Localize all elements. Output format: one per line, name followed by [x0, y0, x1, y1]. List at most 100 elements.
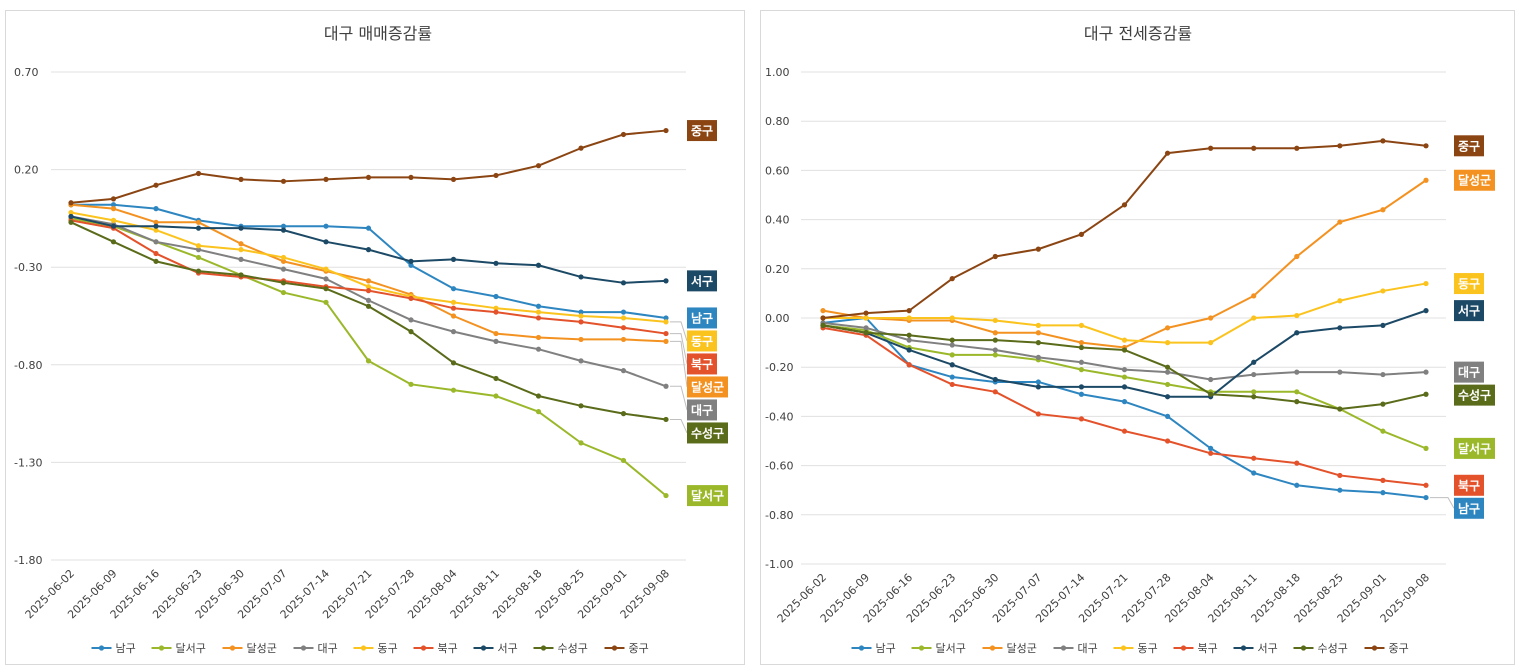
series-end-tag	[687, 307, 717, 329]
data-point	[1164, 340, 1171, 346]
chart-panel-jeonse: 대구 전세증감률 1.00 0.80 0.60 0.40 0.20 0.00 -0.20 -0.…	[760, 10, 1515, 665]
data-point	[535, 334, 542, 341]
data-point	[992, 337, 998, 343]
data-point	[408, 258, 414, 264]
data-point	[1035, 384, 1041, 390]
data-point	[578, 440, 584, 446]
data-point	[1035, 354, 1041, 360]
series-end-tag	[1454, 497, 1484, 519]
data-point	[1380, 138, 1386, 144]
y-tick-label: 0.70	[14, 66, 39, 79]
data-point	[1208, 145, 1214, 151]
data-point	[578, 309, 584, 315]
data-point	[238, 272, 244, 278]
data-point	[195, 247, 202, 253]
data-point	[578, 319, 584, 325]
data-point	[408, 329, 414, 335]
y-tick-label: -1.80	[14, 554, 42, 567]
y-tick-label: 0.40	[765, 214, 790, 227]
data-point	[949, 352, 955, 358]
data-point	[195, 225, 202, 231]
data-point	[535, 303, 542, 309]
label-leader	[670, 340, 688, 388]
data-point	[1337, 325, 1343, 331]
legend-marker	[360, 645, 367, 651]
data-point	[1380, 490, 1386, 496]
data-point	[578, 358, 584, 364]
legend-marker	[1060, 645, 1067, 651]
data-point	[663, 127, 669, 134]
data-point	[195, 243, 202, 249]
data-point	[153, 239, 159, 245]
data-point	[992, 253, 998, 260]
data-point	[1423, 177, 1429, 183]
series-end-label: 북구	[1458, 479, 1480, 493]
data-point	[238, 225, 244, 231]
data-point	[906, 315, 912, 321]
data-point	[992, 376, 998, 383]
data-point	[535, 262, 542, 268]
data-point	[949, 381, 955, 388]
data-point	[906, 337, 912, 343]
data-point	[1078, 416, 1085, 422]
legend-label: 중구	[629, 642, 649, 655]
data-point	[620, 457, 627, 464]
data-point	[1208, 376, 1214, 383]
series-end-label: 수성구	[1458, 389, 1491, 403]
series-end-tag	[687, 422, 728, 444]
data-point	[450, 286, 457, 292]
data-point	[1035, 379, 1041, 385]
data-point	[408, 295, 414, 302]
data-point	[1164, 413, 1171, 419]
series-end-label: 중구	[691, 124, 713, 138]
data-point	[620, 325, 627, 331]
data-point	[620, 309, 627, 315]
data-point	[238, 241, 244, 247]
legend-label: 수성구	[1318, 642, 1348, 655]
data-point	[1337, 487, 1343, 493]
series-end-label: 중구	[1458, 139, 1480, 153]
data-point	[1078, 344, 1085, 351]
data-point	[1164, 438, 1171, 444]
data-point	[365, 174, 372, 181]
series-end-tag	[1454, 135, 1484, 157]
legend-label: 수성구	[558, 642, 588, 655]
data-point	[906, 308, 912, 314]
legend-marker	[229, 645, 236, 651]
series-end-tag	[1454, 361, 1484, 383]
data-point	[1337, 298, 1343, 304]
series-end-tag	[1454, 474, 1484, 496]
data-point	[365, 247, 372, 253]
data-point	[450, 360, 457, 366]
y-tick-label: -0.80	[765, 509, 793, 522]
series-line	[823, 282, 1427, 344]
data-point	[1294, 330, 1300, 336]
data-point	[153, 223, 159, 229]
data-point	[450, 176, 457, 182]
data-point	[1164, 150, 1171, 156]
legend-marker	[1300, 645, 1307, 651]
legend-marker	[611, 645, 618, 651]
data-point	[1294, 399, 1300, 405]
data-point	[1423, 308, 1429, 314]
data-point	[365, 278, 372, 284]
data-point	[323, 176, 329, 182]
data-point	[280, 227, 287, 233]
label-leader	[670, 385, 688, 411]
data-point	[153, 219, 159, 225]
series-line	[822, 139, 1427, 319]
y-tick-label: -1.00	[765, 558, 793, 571]
data-point	[68, 219, 74, 225]
chart-title: 대구 전세증감률	[1084, 24, 1192, 43]
y-tick-label: 0.20	[14, 164, 39, 177]
data-point	[323, 223, 329, 229]
series-end-tag	[1454, 384, 1495, 406]
data-point	[110, 206, 117, 212]
data-point	[280, 254, 287, 261]
data-point	[578, 403, 584, 409]
data-point	[1294, 389, 1300, 395]
legend-marker	[98, 645, 105, 651]
data-point	[663, 338, 669, 344]
data-point	[1337, 472, 1343, 479]
data-point	[493, 260, 499, 266]
